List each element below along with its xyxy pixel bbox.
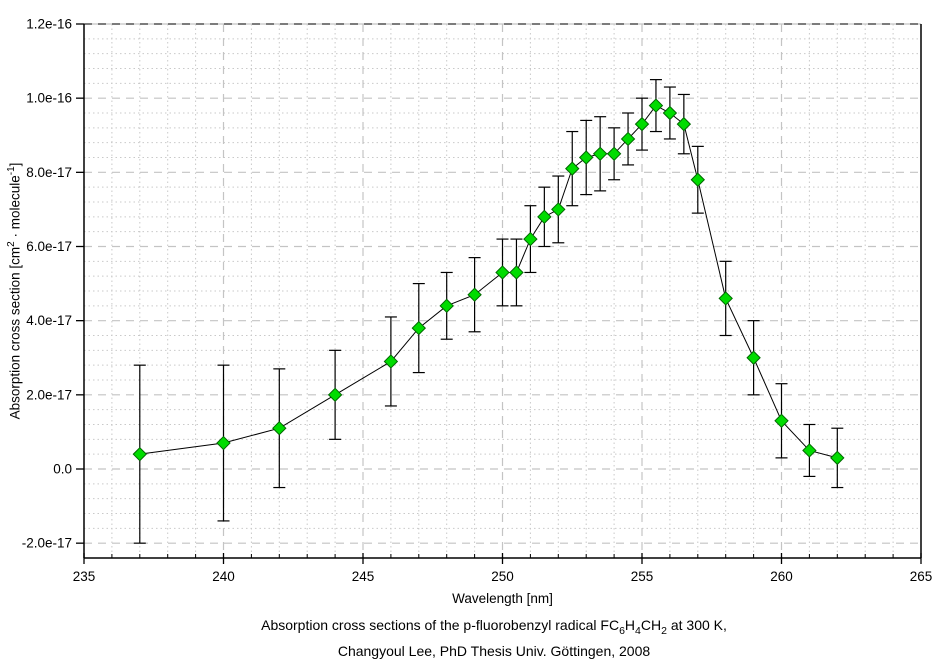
y-tick-label: 2.0e-17 [26,387,72,402]
x-axis-label: Wavelength [nm] [452,591,553,606]
y-axis-label: Absorption cross section [cm2 · molecule… [6,162,23,420]
data-point [578,150,594,165]
data-point [634,116,650,132]
data-point [132,446,148,462]
data-point [830,450,845,466]
data-point [746,350,761,365]
data-point [495,265,510,280]
x-tick-label: 250 [491,569,514,584]
y-tick-label: 1.0e-16 [26,91,72,106]
data-point [662,105,678,121]
data-point [648,98,664,113]
y-tick-label: 8.0e-17 [26,165,72,180]
x-tick-label: 240 [212,569,235,584]
data-point [690,172,706,187]
data-point [411,320,427,336]
data-point [774,413,789,428]
data-point [620,131,636,147]
data-point [718,291,733,306]
x-tick-label: 255 [631,569,654,584]
caption-line-2: Changyoul Lee, PhD Thesis Univ. Göttinge… [337,642,651,659]
x-tick-label: 235 [73,569,96,584]
data-point [551,202,566,217]
y-tick-label: 0.0 [53,462,72,477]
data-point [509,265,524,280]
x-tick-label: 245 [352,569,375,584]
chart-caption: Absorption cross sections of the p-fluor… [54,615,934,661]
data-point [216,435,231,451]
data-point [523,231,538,247]
x-tick-label: 260 [770,569,793,584]
y-tick-label: 1.2e-16 [26,17,72,32]
data-line [139,104,838,459]
data-point [272,421,287,436]
y-tick-label: 6.0e-17 [26,239,72,254]
y-tick-label: -2.0e-17 [22,536,72,551]
data-point [676,116,692,132]
data-point [537,209,552,225]
absorption-cross-section-plot: 235 240 245 250 255 260 265 1.2e-16 1.0e-16 8.0e-… [22,17,933,585]
caption-line-1: Absorption cross sections of the p-fluor… [261,617,727,637]
data-point [327,387,343,403]
data-point [439,298,454,314]
data-point [802,443,817,458]
x-tick-label: 265 [910,569,933,584]
data-point [467,287,482,302]
data-point [606,146,622,161]
data-point [592,146,608,161]
y-tick-label: 4.0e-17 [26,313,72,328]
data-point [383,354,399,369]
data-point [565,161,580,176]
